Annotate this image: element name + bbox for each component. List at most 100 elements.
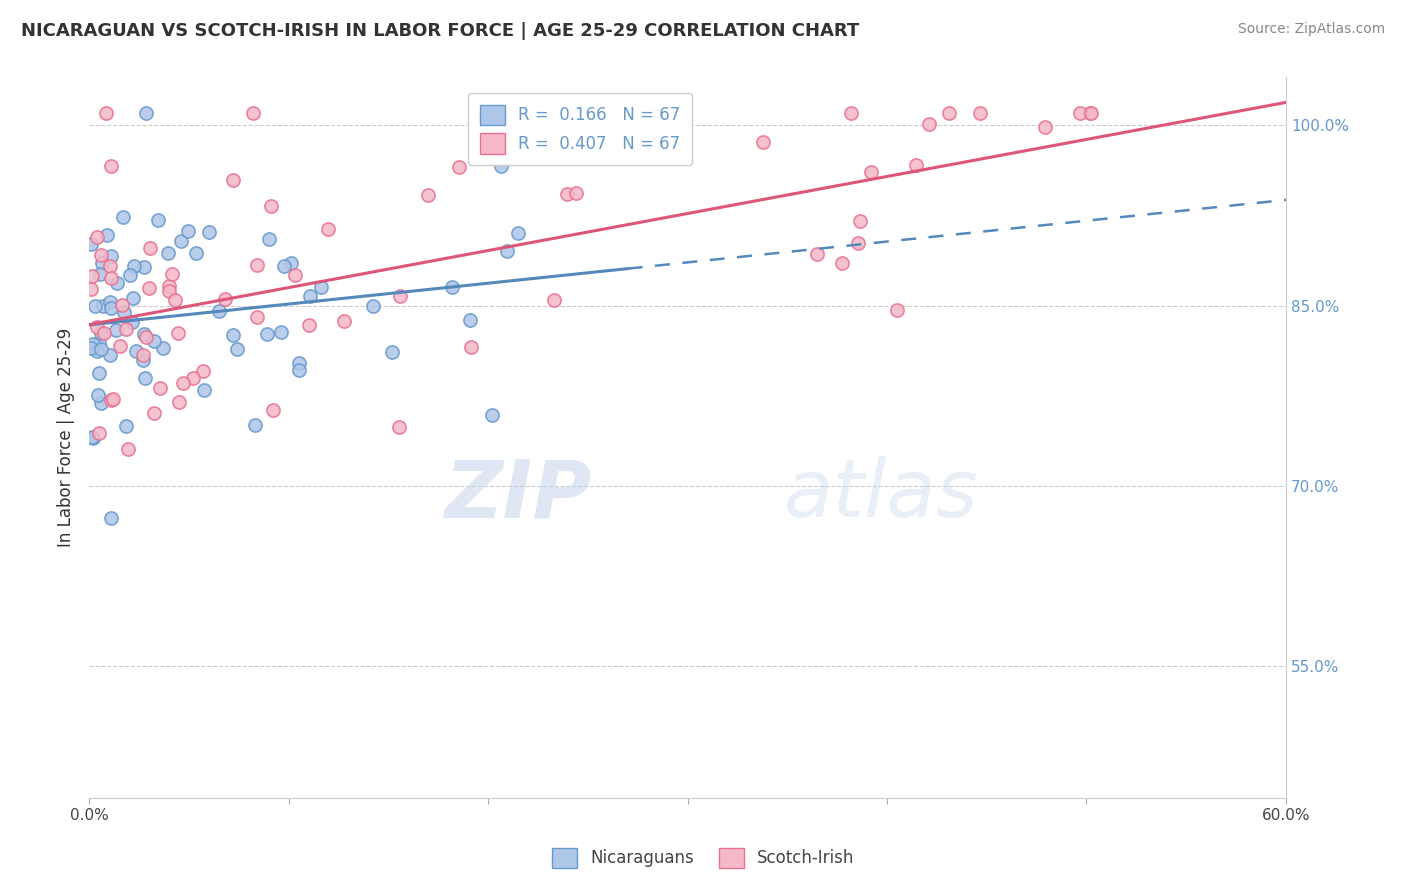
Point <box>80 430 103 444</box>
Point <box>245 258 267 272</box>
Point <box>918 118 941 132</box>
Point <box>91 255 114 269</box>
Point <box>89 366 111 380</box>
Point <box>886 302 908 317</box>
Point <box>555 187 578 202</box>
Point <box>98 348 121 362</box>
Point <box>389 289 412 303</box>
Point <box>333 314 356 328</box>
Point <box>167 326 190 340</box>
Point <box>270 325 292 339</box>
Point <box>172 376 194 390</box>
Point <box>214 292 236 306</box>
Point <box>1080 106 1102 120</box>
Point <box>287 356 309 370</box>
Point <box>859 165 882 179</box>
Point <box>543 293 565 308</box>
Point <box>143 334 166 348</box>
Text: Source: ZipAtlas.com: Source: ZipAtlas.com <box>1237 22 1385 37</box>
Point <box>222 327 245 342</box>
Point <box>496 244 519 259</box>
Point <box>246 310 269 325</box>
Point <box>89 268 111 282</box>
Point <box>105 323 128 337</box>
Legend: Nicaraguans, Scotch-Irish: Nicaraguans, Scotch-Irish <box>546 841 860 875</box>
Point <box>117 442 139 457</box>
Point <box>165 293 187 307</box>
Point <box>752 135 775 149</box>
Point <box>388 420 411 434</box>
Point <box>142 406 165 420</box>
Point <box>149 381 172 395</box>
Point <box>169 395 191 409</box>
Point <box>112 305 135 319</box>
Point <box>90 248 112 262</box>
Point <box>108 339 131 353</box>
Point <box>481 408 503 422</box>
Point <box>100 249 122 263</box>
Point <box>280 256 302 270</box>
Point <box>491 160 513 174</box>
Point <box>157 284 180 298</box>
Point <box>80 237 103 252</box>
Point <box>225 342 247 356</box>
Point <box>193 383 215 397</box>
Point <box>90 342 112 356</box>
Point <box>273 259 295 273</box>
Point <box>447 160 470 174</box>
Point <box>139 241 162 255</box>
Point <box>309 280 332 294</box>
Y-axis label: In Labor Force | Age 25-29: In Labor Force | Age 25-29 <box>58 328 75 548</box>
Point <box>806 247 828 261</box>
Point <box>316 222 339 236</box>
Legend: R =  0.166   N = 67, R =  0.407   N = 67: R = 0.166 N = 67, R = 0.407 N = 67 <box>468 93 692 165</box>
Point <box>506 226 529 240</box>
Point <box>458 313 481 327</box>
Point <box>160 267 183 281</box>
Point <box>125 344 148 359</box>
Point <box>132 260 155 274</box>
Point <box>90 395 112 409</box>
Point <box>111 210 134 224</box>
Point <box>177 224 200 238</box>
Point <box>284 268 307 283</box>
Point <box>245 418 267 433</box>
Point <box>839 106 862 120</box>
Point <box>184 246 207 260</box>
Point <box>460 340 482 354</box>
Point <box>80 341 103 355</box>
Point <box>1069 106 1091 120</box>
Point <box>114 419 136 434</box>
Point <box>298 289 321 303</box>
Point <box>82 269 104 284</box>
Point <box>257 231 280 245</box>
Point <box>122 259 145 273</box>
Point <box>118 268 141 282</box>
Point <box>96 228 118 243</box>
Point <box>181 371 204 385</box>
Point <box>122 291 145 305</box>
Point <box>89 336 111 351</box>
Text: atlas: atlas <box>783 457 979 534</box>
Point <box>132 353 155 368</box>
Point <box>87 425 110 440</box>
Point <box>831 256 853 270</box>
Point <box>132 348 155 362</box>
Point <box>84 299 107 313</box>
Point <box>846 235 869 250</box>
Text: NICARAGUAN VS SCOTCH-IRISH IN LABOR FORCE | AGE 25-29 CORRELATION CHART: NICARAGUAN VS SCOTCH-IRISH IN LABOR FORC… <box>21 22 859 40</box>
Point <box>100 510 122 524</box>
Point <box>132 327 155 342</box>
Point <box>100 393 122 408</box>
Point <box>80 282 103 296</box>
Point <box>1078 106 1101 120</box>
Point <box>138 281 160 295</box>
Point <box>440 280 463 294</box>
Point <box>152 341 174 355</box>
Text: ZIP: ZIP <box>444 457 592 534</box>
Point <box>135 106 157 120</box>
Point <box>86 343 108 358</box>
Point <box>101 392 124 407</box>
Point <box>146 213 169 227</box>
Point <box>905 158 928 172</box>
